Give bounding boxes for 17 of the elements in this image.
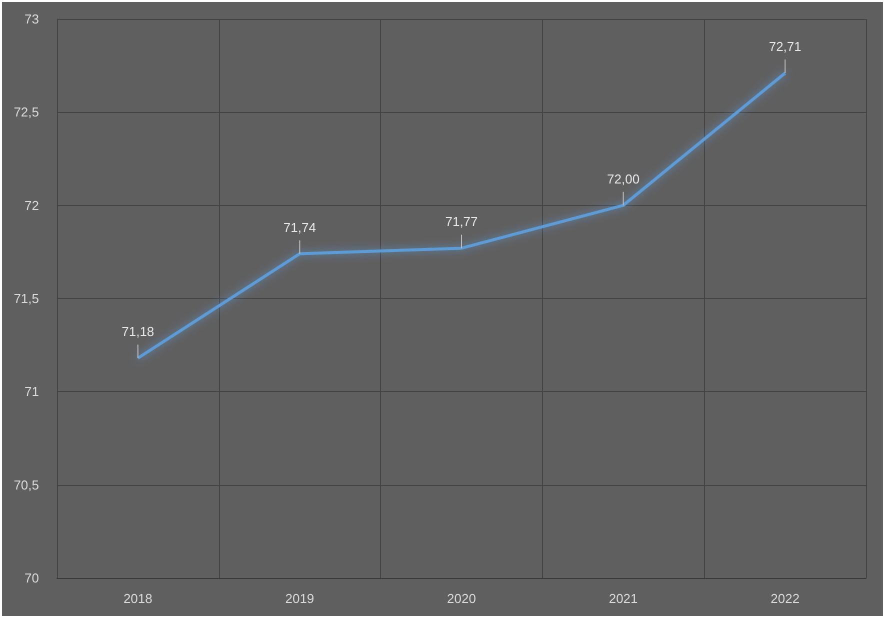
data-label: 71,74 xyxy=(283,220,316,235)
y-tick-label: 71,5 xyxy=(14,291,39,306)
y-tick-label: 70 xyxy=(24,570,39,586)
y-tick-label: 70,5 xyxy=(14,477,39,492)
data-label: 71,18 xyxy=(122,324,154,340)
x-tick-label: 2019 xyxy=(285,591,314,606)
y-tick-label: 73 xyxy=(24,12,39,26)
data-label: 72,71 xyxy=(768,39,802,54)
y-tick-label: 72 xyxy=(24,198,39,213)
y-tick-label: 72,5 xyxy=(14,104,39,120)
x-tick-label: 2021 xyxy=(608,591,638,606)
x-tick-label: 2022 xyxy=(770,591,800,606)
x-tick-label: 2020 xyxy=(447,591,476,606)
y-tick-label: 71 xyxy=(24,384,39,400)
x-tick-label: 2018 xyxy=(123,591,152,606)
data-label: 71,77 xyxy=(445,214,478,230)
data-label: 72,00 xyxy=(607,171,640,186)
